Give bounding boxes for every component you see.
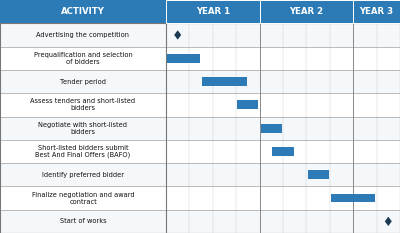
Text: Identify preferred bidder: Identify preferred bidder	[42, 172, 124, 178]
Bar	[0, 186, 400, 210]
Bar	[0, 163, 400, 186]
Bar	[0, 70, 400, 93]
Bar	[0, 210, 400, 233]
Bar	[331, 194, 376, 202]
Bar	[272, 147, 294, 156]
Text: Tender period: Tender period	[60, 79, 106, 85]
Text: Finalize negotiation and award
contract: Finalize negotiation and award contract	[32, 192, 134, 205]
Polygon shape	[385, 217, 392, 226]
Text: Advertising the competition: Advertising the competition	[36, 32, 130, 38]
Bar	[0, 47, 400, 70]
Bar	[167, 54, 200, 63]
Bar	[0, 23, 400, 47]
Text: Negotiate with short-listed
bidders: Negotiate with short-listed bidders	[38, 122, 128, 135]
Bar	[0, 116, 400, 140]
Text: YEAR 3: YEAR 3	[360, 7, 394, 16]
Bar	[308, 170, 329, 179]
Text: Start of works: Start of works	[60, 218, 106, 224]
Text: Assess tenders and short-listed
bidders: Assess tenders and short-listed bidders	[30, 98, 136, 111]
Bar	[166, 0, 260, 23]
Bar	[0, 0, 166, 23]
Text: Short-listed bidders submit
Best And Final Offers (BAFO): Short-listed bidders submit Best And Fin…	[35, 145, 131, 158]
Polygon shape	[174, 30, 181, 40]
Bar	[0, 93, 400, 116]
Bar	[0, 140, 400, 163]
Bar	[261, 124, 282, 133]
Bar	[237, 100, 258, 109]
Bar	[353, 0, 400, 23]
Text: YEAR 1: YEAR 1	[196, 7, 230, 16]
Text: ACTIVITY: ACTIVITY	[61, 7, 105, 16]
Text: YEAR 2: YEAR 2	[289, 7, 324, 16]
Bar	[202, 77, 247, 86]
Text: Prequalification and selection
of bidders: Prequalification and selection of bidder…	[34, 52, 132, 65]
Bar	[260, 0, 353, 23]
